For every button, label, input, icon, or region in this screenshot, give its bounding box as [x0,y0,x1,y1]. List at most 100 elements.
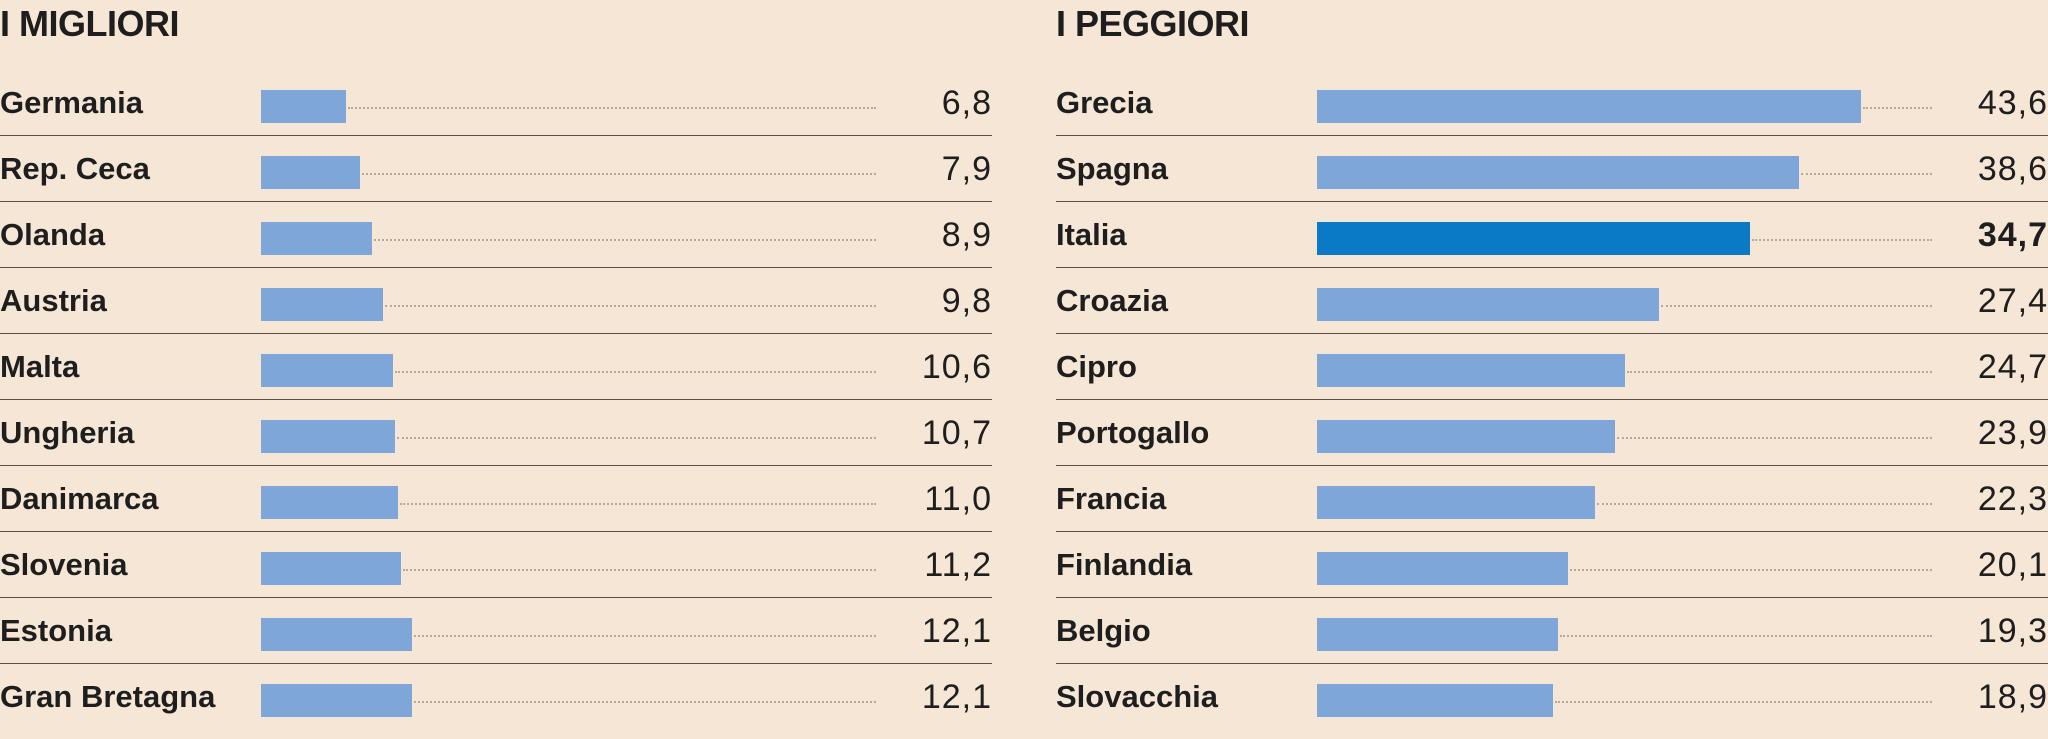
value-label: 34,7 [1977,216,2048,254]
row-divider [1056,465,2048,466]
chart-row: Germania 6,8 [0,70,992,136]
value-label: 27,4 [1977,282,2048,320]
value-label: 24,7 [1977,348,2048,386]
bar [1317,684,1553,717]
category-label: Olanda [0,217,106,252]
category-label: Croazia [1056,283,1168,318]
leader-dots [402,569,876,571]
leader-dots [1569,569,1932,571]
leader-dots [1554,701,1932,703]
row-divider [0,597,992,598]
bar [261,354,394,387]
bar [1317,156,1799,189]
value-label: 10,7 [921,414,992,452]
leader-dots [347,107,876,109]
category-label: Malta [0,349,80,384]
value-label: 20,1 [1977,546,2048,584]
bar [261,156,360,189]
value-label: 38,6 [1977,150,2048,188]
leader-dots [361,173,876,175]
category-label: Slovacchia [1056,679,1218,714]
value-label: 23,9 [1977,414,2048,452]
row-divider [0,531,992,532]
category-label: Cipro [1056,349,1137,384]
chart-row: Estonia 12,1 [0,598,992,664]
bar [1317,486,1596,519]
row-divider [1056,531,2048,532]
bar [261,222,373,255]
chart-row: Francia 22,3 [1056,466,2048,532]
leader-dots [1617,437,1932,439]
leader-dots [1800,173,1932,175]
category-label: Slovenia [0,547,128,582]
value-label: 12,1 [921,612,992,650]
category-label: Gran Bretagna [0,679,216,714]
bar [261,552,401,585]
leader-dots [374,239,876,241]
row-divider [1056,267,2048,268]
chart-row: Portogallo 23,9 [1056,400,2048,466]
category-label: Italia [1056,217,1127,252]
bar [261,486,399,519]
chart-title: I MIGLIORI [0,3,180,44]
bar [1317,354,1626,387]
row-divider [0,201,992,202]
value-label: 18,9 [1977,678,2048,716]
value-label: 8,9 [941,216,992,254]
value-label: 19,3 [1977,612,2048,650]
category-label: Grecia [1056,85,1153,120]
value-label: 10,6 [921,348,992,386]
chart-row: Italia 34,7 [1056,202,2048,268]
chart-panel-right: I PEGGIORI Grecia 43,6 Spagna 38,6 Italia 34,… [1056,0,2048,739]
category-label: Danimarca [0,481,159,516]
leader-dots [1660,305,1932,307]
chart-row: Finlandia 20,1 [1056,532,2048,598]
leader-dots [1559,635,1932,637]
row-divider [0,333,992,334]
chart-row: Spagna 38,6 [1056,136,2048,202]
bar [1317,288,1659,321]
leader-dots [396,437,876,439]
bar [1317,90,1862,123]
bar [1317,552,1568,585]
leader-dots [414,635,876,637]
category-label: Francia [1056,481,1167,516]
chart-row: Olanda 8,9 [0,202,992,268]
category-label: Germania [0,85,144,120]
chart-row: Danimarca 11,0 [0,466,992,532]
chart-row: Slovenia 11,2 [0,532,992,598]
category-label: Portogallo [1056,415,1210,450]
leader-dots [414,701,876,703]
category-label: Estonia [0,613,112,648]
leader-dots [400,503,876,505]
chart-row: Rep. Ceca 7,9 [0,136,992,202]
category-label: Belgio [1056,613,1151,648]
chart-panel-left: I MIGLIORI Germania 6,8 Rep. Ceca 7,9 Olanda… [0,0,992,739]
chart-row: Cipro 24,7 [1056,334,2048,400]
category-label: Austria [0,283,107,318]
leader-dots [1597,503,1932,505]
leader-dots [395,371,876,373]
category-label: Finlandia [1056,547,1193,582]
value-label: 22,3 [1977,480,2048,518]
chart-row: Grecia 43,6 [1056,70,2048,136]
row-divider [1056,333,2048,334]
bar [1317,420,1616,453]
category-label: Spagna [1056,151,1168,186]
chart-row: Slovacchia 18,9 [1056,664,2048,730]
value-label: 12,1 [921,678,992,716]
bar [261,288,384,321]
chart-row: Belgio 19,3 [1056,598,2048,664]
bar [1317,618,1558,651]
row-divider [1056,663,2048,664]
bar [261,618,412,651]
bar [261,684,412,717]
value-label: 7,9 [941,150,992,188]
leader-dots [385,305,876,307]
leader-dots [1752,239,1932,241]
chart-row: Ungheria 10,7 [0,400,992,466]
row-divider [1056,399,2048,400]
chart-row: Malta 10,6 [0,334,992,400]
row-divider [1056,201,2048,202]
leader-dots [1863,107,1932,109]
